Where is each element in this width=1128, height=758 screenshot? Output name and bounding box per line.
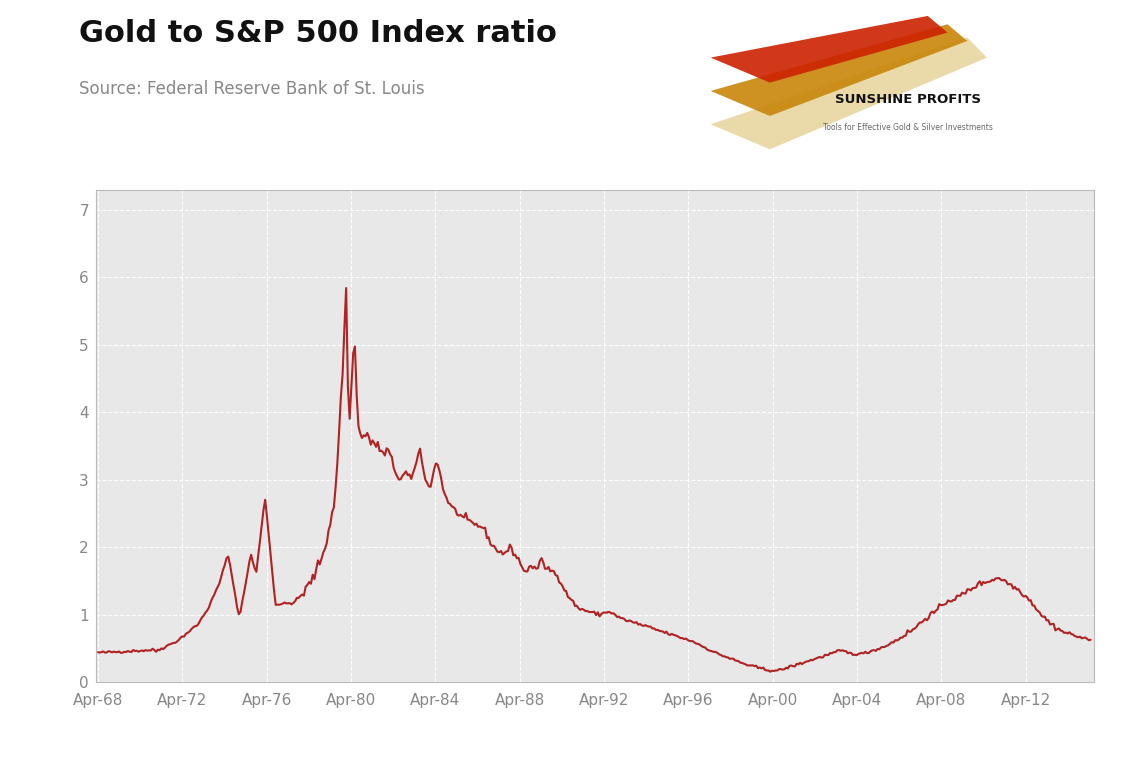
Polygon shape [711,24,967,116]
Text: Source: Federal Reserve Bank of St. Louis: Source: Federal Reserve Bank of St. Loui… [79,80,424,98]
Polygon shape [711,16,948,83]
Text: SUNSHINE PROFITS: SUNSHINE PROFITS [835,92,981,106]
Text: Gold to S&P 500 Index ratio: Gold to S&P 500 Index ratio [79,19,557,48]
Polygon shape [711,38,987,149]
Text: Tools for Effective Gold & Silver Investments: Tools for Effective Gold & Silver Invest… [823,123,993,132]
